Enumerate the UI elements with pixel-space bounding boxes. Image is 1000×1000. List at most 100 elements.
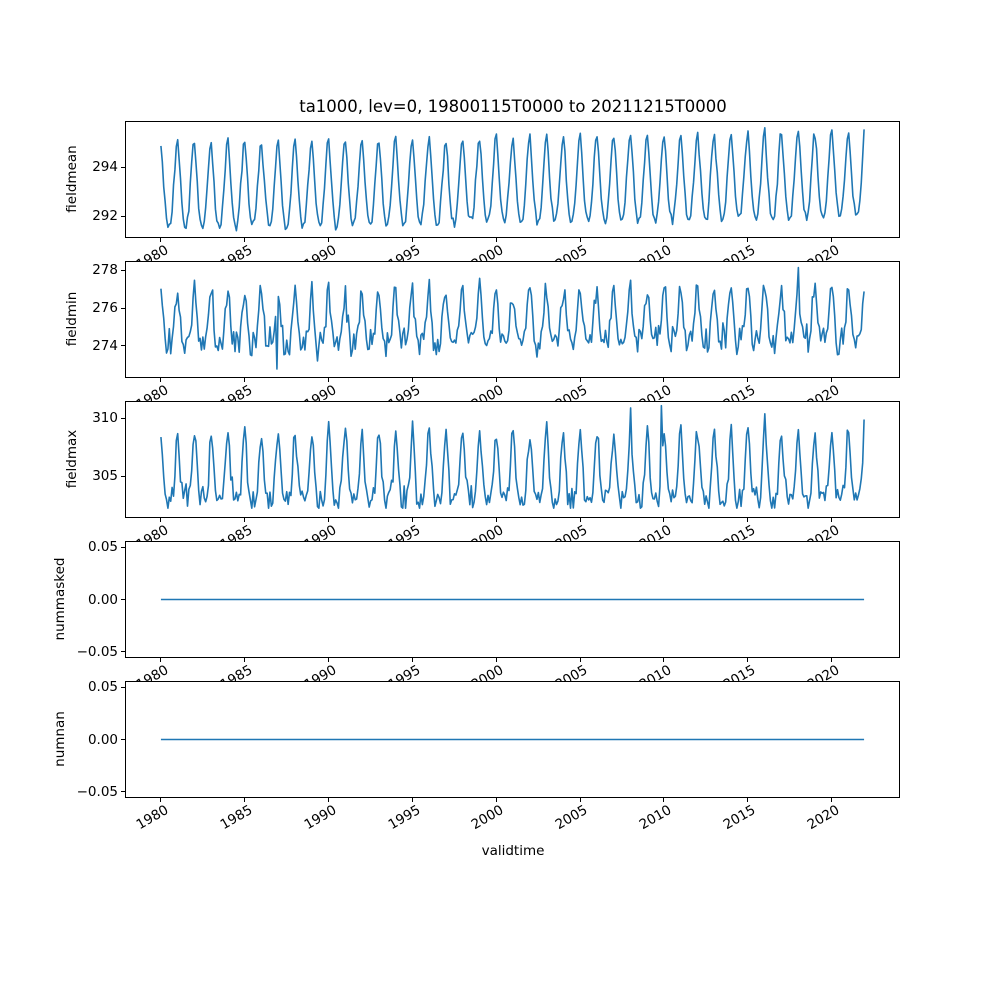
x-tick-label: 2000 [468,382,507,401]
x-tick-mark [411,238,413,242]
x-tick-mark [327,518,329,522]
x-tick-label: 1995 [385,382,423,401]
ylabel-fieldmean: fieldmean [64,145,80,213]
line-series-fieldmean [160,127,865,232]
x-tick-mark [411,378,413,382]
x-tick-label: 2010 [636,242,675,261]
x-tick-label: 2000 [468,242,507,261]
x-tick-mark [411,798,413,802]
x-tick-label: 2010 [636,382,675,401]
line-series-fieldmin [160,266,865,370]
x-tick-label: 2005 [552,382,591,401]
axes-fieldmean [125,121,900,238]
line-series-fieldmax [160,404,865,509]
y-tick-label: 0.05 [87,679,118,696]
x-tick-mark [411,518,413,522]
axes-fieldmax [125,401,900,518]
line-series-nummasked [160,598,865,601]
y-tick-mark [121,417,125,419]
subplot-nummasked: nummasked 0.05 0.00 −0.05 1980 1985 1990 1995 2… [0,541,1000,681]
y-tick-mark [121,166,125,168]
x-tick-mark [327,658,329,662]
x-tick-mark [327,378,329,382]
x-tick-mark [244,238,246,242]
x-tick-label: 2010 [636,802,675,834]
x-tick-mark [495,658,497,662]
y-tick-mark [121,345,125,347]
y-tick-label: 294 [92,159,118,176]
x-tick-label: 1985 [217,242,256,261]
x-tick-label: 1995 [385,522,423,541]
y-tick-label: 0.00 [87,731,118,748]
x-tick-mark [663,518,665,522]
x-tick-label: 1985 [217,382,256,401]
series-polyline-fieldmean [160,127,865,232]
x-tick-mark [244,518,246,522]
subplot-numnan: numnan 0.05 0.00 −0.05 1980 1985 1990 1995 2000… [0,679,1000,866]
xlabel-validtime: validtime [481,843,545,859]
y-tick-label: −0.05 [76,783,118,800]
y-tick-mark [121,739,125,740]
y-tick-label: 278 [92,262,118,279]
x-tick-mark [160,378,162,382]
y-tick-label: −0.05 [76,643,118,660]
x-tick-mark [160,518,162,522]
x-tick-mark [747,518,749,522]
y-tick-mark [121,269,125,271]
x-tick-mark [831,658,833,662]
x-tick-mark [244,378,246,382]
x-tick-label: 2020 [804,522,843,541]
subplot-fieldmin: fieldmin 274 276 278 1980 1985 1990 1995 2000 20… [0,261,1000,401]
x-tick-label: 2015 [720,242,759,261]
x-tick-label: 1990 [301,802,339,834]
axes-nummasked [125,541,900,658]
x-tick-label: 2015 [720,522,759,541]
x-tick-mark [663,378,665,382]
y-tick-label: 305 [92,468,118,485]
y-tick-label: 0.05 [87,541,118,556]
x-tick-label: 1985 [217,802,256,834]
x-tick-mark [747,658,749,662]
x-tick-mark [663,798,665,802]
y-tick-label: 276 [92,300,118,317]
series-polyline-fieldmax [160,404,865,509]
x-tick-label: 2015 [720,662,759,681]
y-tick-mark [121,215,125,217]
x-tick-mark [244,798,246,802]
x-tick-label: 2005 [552,242,591,261]
line-series-numnan [160,738,865,741]
x-tick-label: 1990 [301,242,339,261]
x-tick-label: 2010 [636,522,675,541]
y-tick-mark [121,651,125,653]
subplot-fieldmax: fieldmax 305 310 1980 1985 1990 1995 2000 2005 2… [0,401,1000,541]
x-tick-mark [831,238,833,242]
y-tick-mark [121,599,125,600]
x-tick-mark [411,658,413,662]
x-tick-label: 1980 [133,522,172,541]
x-tick-mark [495,798,497,802]
y-tick-mark [121,686,125,688]
x-tick-mark [831,518,833,522]
x-tick-mark [747,798,749,802]
axes-fieldmin [125,261,900,378]
x-tick-label: 1985 [217,522,256,541]
x-tick-label: 1995 [385,662,423,681]
x-tick-label: 1995 [385,242,423,261]
x-tick-mark [327,238,329,242]
x-tick-label: 2015 [720,802,759,834]
x-tick-label: 1990 [301,382,339,401]
y-tick-label: 0.00 [87,591,118,608]
axes-numnan [125,681,900,798]
ylabel-fieldmin: fieldmin [64,291,80,347]
ylabel-nummasked: nummasked [52,557,68,641]
y-tick-mark [121,791,125,793]
x-tick-label: 2020 [804,242,843,261]
ylabel-fieldmax: fieldmax [64,429,80,489]
x-tick-mark [579,658,581,662]
x-tick-label: 2005 [552,522,591,541]
x-tick-mark [327,798,329,802]
x-tick-label: 2020 [804,662,843,681]
x-tick-label: 2020 [804,802,843,834]
y-tick-mark [121,307,125,309]
